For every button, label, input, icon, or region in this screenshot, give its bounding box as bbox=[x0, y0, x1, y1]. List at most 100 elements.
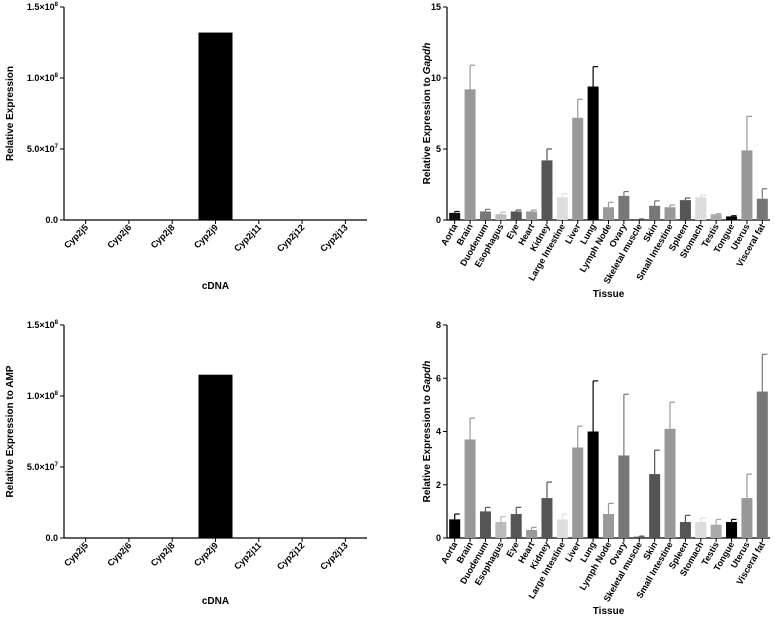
y-tick-label-exponent: 8 bbox=[55, 2, 59, 8]
y-axis-title-text: Relative Expression bbox=[5, 66, 16, 161]
bar-lung bbox=[587, 431, 599, 538]
bar-brain bbox=[464, 439, 476, 538]
y-tick-label-exponent: 7 bbox=[55, 144, 59, 150]
bar-visceral-fat bbox=[756, 391, 768, 538]
bar-duodenum bbox=[479, 211, 491, 220]
y-tick-label-text: 6 bbox=[436, 373, 441, 383]
y-axis-title: Relative Expression to AMP bbox=[5, 365, 16, 497]
bar-eye bbox=[510, 514, 522, 538]
bar-uterus bbox=[741, 498, 753, 538]
bar-stomach bbox=[695, 522, 707, 538]
bar-duodenum bbox=[479, 511, 491, 538]
bar-esophagus bbox=[495, 214, 507, 220]
x-tick-label-cyp2j13: Cyp2j13 bbox=[318, 222, 349, 253]
bar-lymph-node bbox=[603, 207, 614, 220]
bar-tongue bbox=[726, 216, 738, 220]
bar-aorta bbox=[449, 212, 461, 220]
bar-cyp2j9 bbox=[198, 374, 233, 538]
bar-small-intestine bbox=[664, 428, 676, 538]
x-tick-label-cyp2j6: Cyp2j6 bbox=[105, 222, 133, 250]
x-tick-label-cyp2j8: Cyp2j8 bbox=[149, 222, 177, 250]
y-tick-label-text: 1.5×10 bbox=[27, 2, 55, 12]
y-tick-label-exponent: 8 bbox=[55, 73, 59, 79]
bar-brain bbox=[464, 89, 476, 220]
y-axis-title: Relative Expression to Gapdh bbox=[422, 43, 433, 185]
bar-ovary bbox=[618, 195, 630, 220]
y-tick-label: 2 bbox=[436, 480, 441, 490]
y-axis-title-prefix: Relative Expression to bbox=[422, 74, 433, 184]
bar-spleen bbox=[679, 522, 691, 538]
x-tick-label-cyp2j5: Cyp2j5 bbox=[62, 222, 90, 250]
x-tick-label-cyp2j5: Cyp2j5 bbox=[62, 540, 90, 568]
y-tick-label: 0.0 bbox=[45, 215, 58, 225]
bar-large-intestine bbox=[556, 197, 568, 220]
y-tick-label: 5.0×107 bbox=[27, 144, 59, 154]
y-axis-title-text: Relative Expression to AMP bbox=[5, 365, 16, 497]
bar-testis bbox=[710, 524, 722, 538]
bar-kidney bbox=[541, 160, 553, 220]
y-axis-title: Relative Expression bbox=[5, 66, 16, 161]
x-axis-title: Tissue bbox=[593, 289, 625, 300]
y-tick-label-text: 8 bbox=[436, 320, 441, 330]
y-axis-title-gene: Gapdh bbox=[422, 361, 433, 393]
y-tick-label: 1.5×108 bbox=[27, 2, 59, 12]
panel-d: 02468AortaBrainDuodenumEsophagusEyeHeart… bbox=[422, 320, 770, 617]
y-tick-label-text: 2 bbox=[436, 480, 441, 490]
bar-lung bbox=[587, 86, 599, 221]
bar-esophagus bbox=[495, 522, 507, 538]
y-tick-label-text: 0.0 bbox=[45, 215, 58, 225]
y-tick-label-text: 5.0×10 bbox=[27, 462, 55, 472]
y-tick-label-text: 0 bbox=[436, 533, 441, 543]
y-tick-label-exponent: 8 bbox=[55, 391, 59, 397]
x-tick-label-cyp2j11: Cyp2j11 bbox=[232, 540, 263, 571]
x-tick-label-cyp2j12: Cyp2j12 bbox=[275, 540, 306, 571]
y-axis-title: Relative Expression to Gapdh bbox=[422, 361, 433, 503]
bar-lymph-node bbox=[603, 514, 614, 538]
y-tick-label-text: 0 bbox=[436, 215, 441, 225]
y-tick-label: 10 bbox=[431, 73, 441, 83]
panel-c: 051015AortaBrainDuodenumEsophagusEyeHear… bbox=[422, 2, 770, 300]
y-tick-label: 0.0 bbox=[45, 533, 58, 543]
y-tick-label-text: 1.5×10 bbox=[27, 320, 55, 330]
bar-eye bbox=[510, 211, 522, 220]
x-tick-label-cyp2j6: Cyp2j6 bbox=[105, 540, 133, 568]
y-tick-label: 6 bbox=[436, 373, 441, 383]
x-tick-label-cyp2j9: Cyp2j9 bbox=[192, 540, 220, 568]
bar-uterus bbox=[741, 150, 753, 220]
bar-skeletal-muscle bbox=[633, 536, 645, 538]
x-axis-title: cDNA bbox=[202, 281, 229, 292]
y-tick-label: 4 bbox=[436, 427, 441, 437]
y-axis-title-prefix: Relative Expression to bbox=[422, 392, 433, 502]
y-tick-label-text: 10 bbox=[431, 73, 441, 83]
bar-ovary bbox=[618, 455, 630, 538]
bar-aorta bbox=[449, 519, 461, 538]
y-tick-label: 1.0×108 bbox=[27, 73, 59, 83]
y-tick-label-exponent: 7 bbox=[55, 462, 59, 468]
bar-spleen bbox=[679, 200, 691, 220]
y-tick-label-text: 1.0×10 bbox=[27, 73, 55, 83]
y-axis-title-gene: Gapdh bbox=[422, 43, 433, 75]
x-tick-label-cyp2j11: Cyp2j11 bbox=[232, 222, 263, 253]
y-tick-label: 5.0×107 bbox=[27, 462, 59, 472]
bar-tongue bbox=[726, 522, 738, 538]
bar-heart bbox=[526, 211, 538, 220]
bar-skin bbox=[649, 474, 661, 538]
bar-liver bbox=[572, 117, 584, 220]
y-tick-label: 0 bbox=[436, 533, 441, 543]
y-tick-label-text: 1.0×10 bbox=[27, 391, 55, 401]
bar-small-intestine bbox=[664, 207, 676, 220]
y-tick-label: 15 bbox=[431, 2, 441, 12]
y-tick-label-text: 5.0×10 bbox=[27, 144, 55, 154]
bar-cyp2j9 bbox=[198, 32, 233, 221]
x-axis-title: Tissue bbox=[593, 606, 625, 617]
y-tick-label: 8 bbox=[436, 320, 441, 330]
y-tick-label: 5 bbox=[436, 144, 441, 154]
bar-testis bbox=[710, 214, 722, 220]
x-tick-label-cyp2j8: Cyp2j8 bbox=[149, 540, 177, 568]
x-tick-label-cyp2j12: Cyp2j12 bbox=[275, 222, 306, 253]
bar-visceral-fat bbox=[756, 198, 768, 220]
x-tick-label-cyp2j9: Cyp2j9 bbox=[192, 222, 220, 250]
y-tick-label-text: 5 bbox=[436, 144, 441, 154]
